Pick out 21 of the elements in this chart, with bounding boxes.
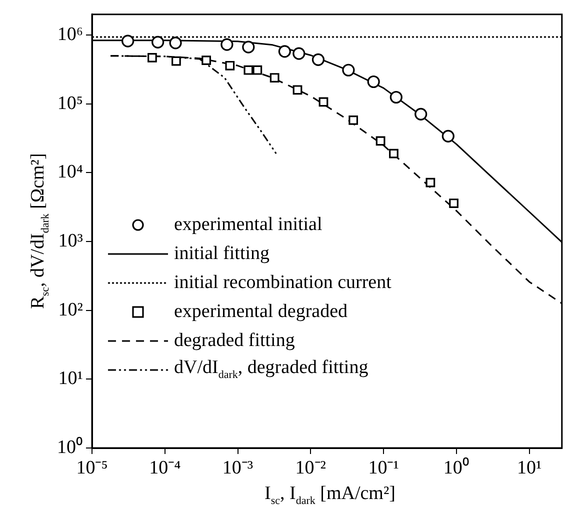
- x-tick-label: 10⁻³: [222, 457, 254, 478]
- x-tick-label: 10¹: [516, 457, 542, 478]
- y-tick-label: 10²: [58, 299, 84, 320]
- x-tick-label: 10⁻⁵: [76, 457, 108, 478]
- y-tick-label: 10⁶: [57, 24, 83, 46]
- y-tick-label: 10⁵: [57, 92, 83, 114]
- x-tick-label: 10⁻¹: [368, 457, 400, 478]
- legend-label: dV/dI$_{dark}$, degraded fitting: [174, 357, 368, 381]
- x-axis-title: I$_{sc}$, I$_{dark}$ [mA/cm²]: [264, 483, 396, 507]
- y-tick-label: 10⁰: [57, 436, 83, 458]
- legend-label: experimental degraded: [174, 301, 348, 322]
- legend-label: initial fitting: [174, 243, 270, 264]
- x-tick-label: 10⁰: [443, 456, 470, 478]
- y-tick-label: 10¹: [58, 368, 84, 390]
- x-tick-label: 10⁻²: [295, 457, 326, 478]
- y-tick-label: 10³: [58, 230, 84, 252]
- legend-label: degraded fitting: [174, 330, 295, 351]
- y-tick-label: 10⁴: [57, 162, 84, 183]
- legend-label: experimental initial: [174, 214, 322, 235]
- legend-label: initial recombination current: [174, 272, 392, 293]
- x-tick-label: 10⁻⁴: [149, 457, 182, 478]
